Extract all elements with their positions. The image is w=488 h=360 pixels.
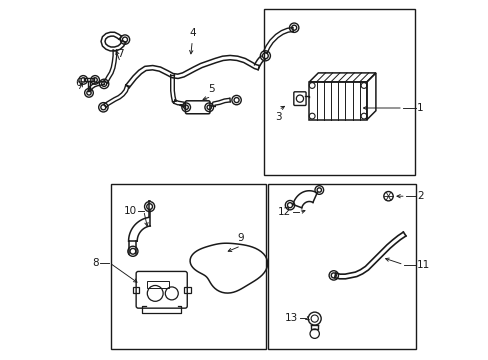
Text: 11: 11 <box>416 260 429 270</box>
Text: 4: 4 <box>188 28 195 38</box>
Text: 6: 6 <box>75 78 81 88</box>
Bar <box>147 281 168 288</box>
Text: 5: 5 <box>207 84 214 94</box>
Bar <box>264 9 415 175</box>
Text: 2: 2 <box>416 191 423 201</box>
Text: 8: 8 <box>92 258 99 268</box>
Text: 9: 9 <box>237 233 244 243</box>
Bar <box>133 287 139 293</box>
Bar <box>183 287 190 293</box>
Text: 13: 13 <box>284 312 297 323</box>
Bar <box>309 82 366 120</box>
Text: 1: 1 <box>416 103 423 113</box>
Bar <box>111 184 265 349</box>
Bar <box>267 184 415 349</box>
Text: 10: 10 <box>123 206 136 216</box>
Text: 3: 3 <box>275 112 282 122</box>
Text: 12: 12 <box>278 207 291 217</box>
Text: 7: 7 <box>117 49 123 59</box>
